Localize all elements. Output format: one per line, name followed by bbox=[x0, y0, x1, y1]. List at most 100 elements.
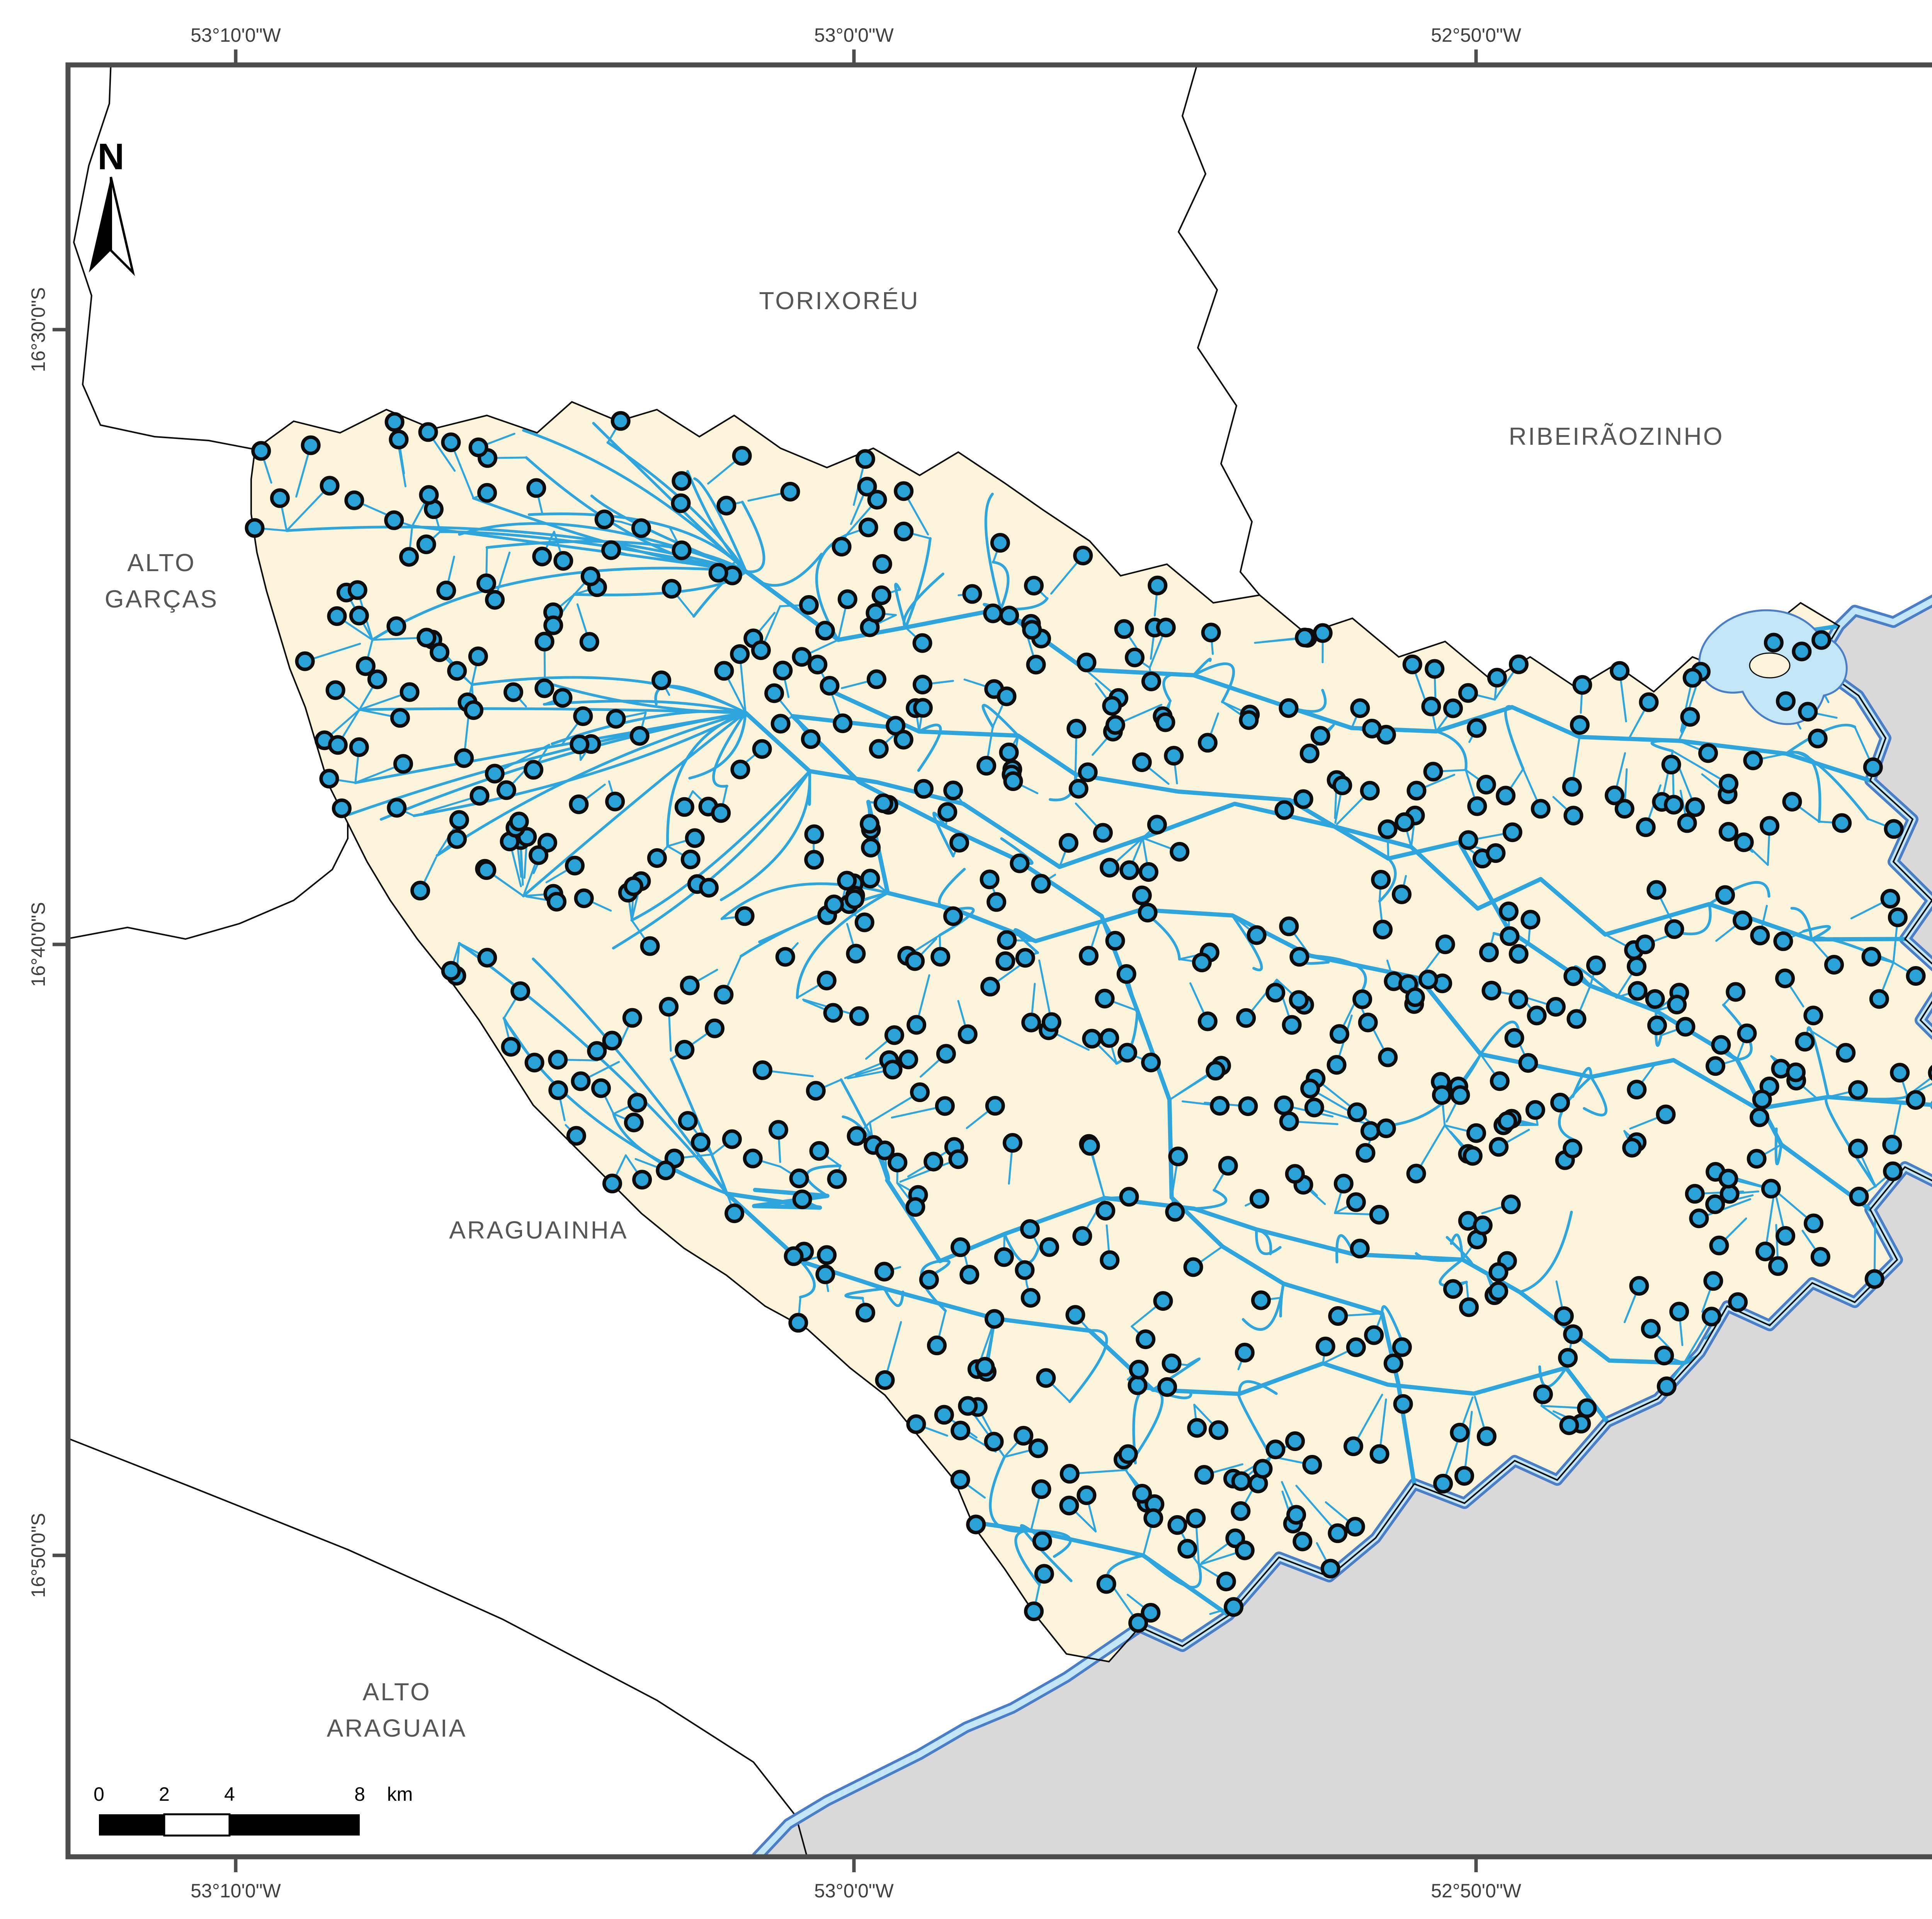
spring-dot bbox=[319, 769, 339, 789]
spring-dot bbox=[943, 781, 963, 801]
spring-dot bbox=[1811, 630, 1832, 650]
spring-dot bbox=[1906, 966, 1926, 986]
spring-dot bbox=[1635, 934, 1655, 954]
spring-dot bbox=[1147, 815, 1167, 835]
river-tributary bbox=[522, 711, 747, 898]
spring-dot bbox=[930, 947, 951, 967]
river-tributary bbox=[654, 684, 747, 714]
spring-dot bbox=[705, 1018, 725, 1038]
spring-dot bbox=[524, 760, 544, 780]
spring-dot bbox=[1776, 1226, 1796, 1246]
spring-dot bbox=[1003, 771, 1023, 791]
spring-dot bbox=[923, 1152, 944, 1172]
spring-dot bbox=[1645, 989, 1665, 1009]
spring-dot bbox=[690, 1132, 711, 1152]
neighbor-label-garças: GARÇAS bbox=[105, 585, 218, 613]
spring-dot bbox=[1836, 1043, 1856, 1063]
river-tributary bbox=[745, 553, 823, 587]
spring-dot bbox=[449, 810, 469, 830]
spring-dot bbox=[764, 683, 784, 703]
spring-dot bbox=[447, 829, 467, 849]
spring-dot bbox=[1249, 1189, 1269, 1209]
river-tributary bbox=[1231, 914, 1263, 971]
spring-stem bbox=[286, 485, 331, 531]
spring-dot bbox=[1168, 1147, 1188, 1167]
spring-dot bbox=[1165, 1202, 1185, 1222]
spring-dot bbox=[1421, 696, 1441, 716]
spring-dot bbox=[1864, 1269, 1884, 1289]
spring-dot bbox=[1265, 983, 1286, 1003]
spring-dot bbox=[548, 1050, 568, 1070]
spring-dot bbox=[1459, 1297, 1479, 1317]
spring-dot bbox=[1274, 800, 1294, 820]
spring-dot bbox=[1020, 1219, 1040, 1239]
neighbor-label-alto: ALTO bbox=[127, 549, 196, 577]
spring-dot bbox=[1750, 925, 1770, 946]
spring-dot bbox=[817, 1245, 837, 1265]
spring-dot bbox=[1231, 1471, 1251, 1491]
spring-dot bbox=[1884, 819, 1904, 839]
river-tributary bbox=[1802, 925, 1831, 941]
spring-dot bbox=[476, 860, 497, 880]
spring-dot bbox=[1247, 925, 1267, 945]
spring-dot bbox=[1546, 997, 1566, 1017]
spring-dot bbox=[1183, 1257, 1203, 1277]
river-tributary bbox=[435, 711, 747, 857]
spring-dot bbox=[671, 493, 691, 513]
scale-label-8: 8 bbox=[354, 1783, 365, 1805]
spring-dot bbox=[454, 748, 474, 768]
spring-dot bbox=[1315, 1336, 1335, 1356]
spring-dot bbox=[1559, 1415, 1579, 1435]
spring-dot bbox=[1155, 712, 1175, 732]
spring-dot bbox=[349, 606, 369, 626]
river-tributary bbox=[844, 1287, 886, 1300]
spring-dot bbox=[1024, 1601, 1044, 1621]
scale-label-km: km bbox=[387, 1783, 413, 1805]
spring-dot bbox=[815, 1264, 835, 1284]
spring-dot bbox=[510, 981, 531, 1001]
spring-dot bbox=[1749, 1107, 1769, 1127]
spring-dot bbox=[587, 1041, 607, 1061]
spring-dot bbox=[1572, 675, 1592, 695]
spring-dot bbox=[1669, 1301, 1689, 1322]
spring-dot bbox=[1786, 1062, 1806, 1082]
spring-dot bbox=[1328, 1306, 1348, 1326]
spring-dot bbox=[1224, 1597, 1244, 1617]
spring-dot bbox=[399, 547, 419, 567]
spring-dot bbox=[1129, 1359, 1149, 1380]
spring-dot bbox=[602, 1031, 622, 1051]
spring-dot bbox=[1034, 1564, 1054, 1584]
spring-dot bbox=[716, 495, 736, 515]
spring-dot bbox=[524, 1053, 544, 1073]
spring-dot bbox=[1709, 1235, 1729, 1256]
spring-dot bbox=[1392, 1337, 1412, 1357]
river-tributary bbox=[543, 699, 747, 714]
spring-dot bbox=[861, 838, 881, 858]
spring-dot bbox=[1454, 1466, 1475, 1486]
spring-dot bbox=[387, 798, 407, 818]
spring-dot bbox=[1253, 1459, 1273, 1479]
river-tributary bbox=[904, 537, 932, 629]
spring-dot bbox=[1728, 1292, 1748, 1312]
spring-dot bbox=[1677, 813, 1697, 833]
spring-dot bbox=[1383, 1353, 1403, 1373]
spring-dot bbox=[919, 1270, 939, 1290]
spring-dot bbox=[1332, 775, 1352, 795]
spring-dot bbox=[1527, 1005, 1547, 1026]
spring-dot bbox=[410, 881, 430, 901]
spring-dot bbox=[1928, 1065, 1932, 1081]
spring-dot bbox=[441, 432, 461, 453]
spring-dot bbox=[325, 680, 345, 700]
spring-dot bbox=[1022, 620, 1042, 640]
spring-dot bbox=[775, 947, 795, 967]
spring-dot bbox=[1279, 916, 1299, 936]
spring-dot bbox=[1501, 1194, 1521, 1215]
spring-dot bbox=[1187, 1418, 1207, 1438]
spring-dot bbox=[732, 446, 752, 466]
spring-dot bbox=[1755, 1241, 1775, 1261]
spring-dot bbox=[866, 603, 886, 623]
spring-dot bbox=[485, 590, 505, 610]
spring-dot bbox=[1095, 1201, 1116, 1221]
spring-dot bbox=[680, 975, 700, 995]
spring-dot bbox=[672, 540, 692, 560]
